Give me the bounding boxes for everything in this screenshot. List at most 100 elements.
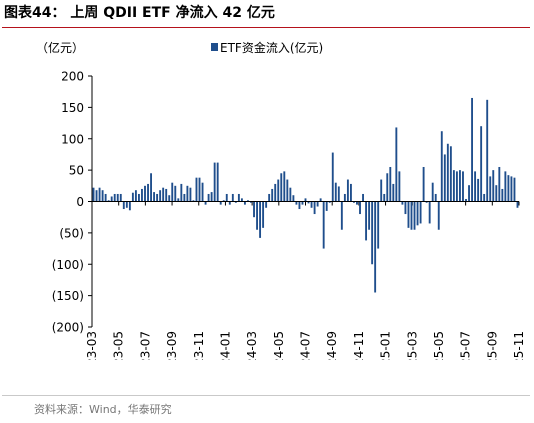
- y-tick-label: (100): [52, 258, 84, 272]
- bar: [295, 201, 298, 205]
- bar: [277, 179, 280, 202]
- bar: [340, 201, 343, 230]
- bar: [495, 185, 498, 202]
- bar: [292, 195, 295, 202]
- bar: [455, 171, 458, 202]
- bar: [371, 201, 374, 265]
- bar: [353, 201, 355, 203]
- bar: [377, 201, 380, 249]
- y-tick-label: (150): [52, 289, 84, 303]
- bar: [407, 201, 410, 228]
- bar: [322, 201, 325, 249]
- x-tick-label: 2025-01: [379, 331, 393, 360]
- x-tick-label: 2024-07: [299, 331, 313, 360]
- bar: [131, 192, 134, 202]
- bar: [283, 171, 286, 202]
- bar: [119, 193, 122, 202]
- bar: [307, 201, 310, 204]
- bar: [334, 182, 337, 202]
- bar: [440, 131, 443, 202]
- legend-label: ETF资金流入(亿元): [220, 40, 323, 55]
- bar: [343, 193, 346, 202]
- bar: [304, 198, 307, 202]
- bar: [434, 193, 437, 202]
- bar: [419, 201, 422, 224]
- x-tick-label: 2025-05: [432, 331, 446, 360]
- y-tick-label: 200: [61, 70, 84, 84]
- x-tick-label: 2024-09: [325, 331, 339, 360]
- bar: [386, 173, 389, 202]
- bar: [195, 177, 198, 202]
- bar: [147, 183, 149, 202]
- bar: [92, 187, 95, 202]
- y-tick-label: 150: [61, 101, 84, 115]
- bar: [331, 152, 334, 202]
- bar: [480, 126, 483, 202]
- bar: [259, 201, 262, 238]
- bar: [392, 183, 395, 202]
- bar: [265, 201, 268, 208]
- bar: [504, 171, 507, 202]
- title-divider: [2, 27, 530, 28]
- bar-series: [92, 97, 519, 293]
- bar: [219, 201, 222, 205]
- x-axis: 2023-03 2023-05 2023-07 2023-09 2023-11 2024-…: [85, 201, 526, 360]
- bar: [413, 201, 416, 230]
- bar: [462, 171, 464, 202]
- bar: [153, 192, 156, 202]
- y-tick-label: 0: [76, 195, 84, 209]
- bar: [513, 177, 516, 202]
- bar: [328, 201, 331, 203]
- bar: [198, 177, 201, 202]
- bar: [489, 176, 492, 202]
- bar: [510, 176, 513, 202]
- bar: [192, 200, 195, 202]
- bar: [401, 201, 404, 205]
- bar: [240, 198, 243, 202]
- bar: [492, 170, 495, 202]
- bar: [289, 187, 292, 202]
- bar: [374, 201, 377, 293]
- bar: [183, 193, 186, 202]
- bar: [516, 201, 519, 208]
- bar: [422, 166, 425, 202]
- bar: [253, 201, 255, 218]
- bar: [262, 201, 265, 228]
- bar: [210, 192, 213, 202]
- bar: [216, 162, 219, 202]
- bar: [168, 195, 171, 202]
- bar: [431, 182, 434, 202]
- bar: [404, 201, 407, 215]
- bar: [162, 187, 165, 202]
- bar: [325, 201, 328, 211]
- bar: [144, 185, 146, 202]
- bar: [243, 201, 246, 205]
- bar: [110, 196, 113, 202]
- bar: [483, 193, 486, 202]
- bar: [359, 201, 361, 215]
- bar: [134, 190, 137, 202]
- bar: [128, 201, 131, 211]
- bar: [138, 193, 140, 202]
- bar: [274, 183, 277, 202]
- bar: [446, 143, 449, 202]
- bar: [113, 193, 116, 202]
- bar: [383, 193, 386, 202]
- bar: [225, 193, 228, 202]
- x-tick-label: 2025-07: [459, 331, 473, 360]
- bar: [204, 201, 207, 205]
- bar: [368, 201, 371, 230]
- bar: [365, 201, 368, 241]
- bar: [380, 179, 383, 202]
- x-tick-label: 2023-05: [112, 331, 126, 360]
- bar: [104, 193, 107, 202]
- bar: [141, 188, 143, 202]
- bar: [174, 185, 177, 202]
- bar: [398, 171, 401, 202]
- x-tick-label: 2023-09: [165, 331, 179, 360]
- bar: [201, 182, 204, 202]
- bar: [271, 188, 274, 202]
- bar: [346, 179, 349, 202]
- bar: [150, 173, 152, 202]
- bar: [186, 185, 189, 202]
